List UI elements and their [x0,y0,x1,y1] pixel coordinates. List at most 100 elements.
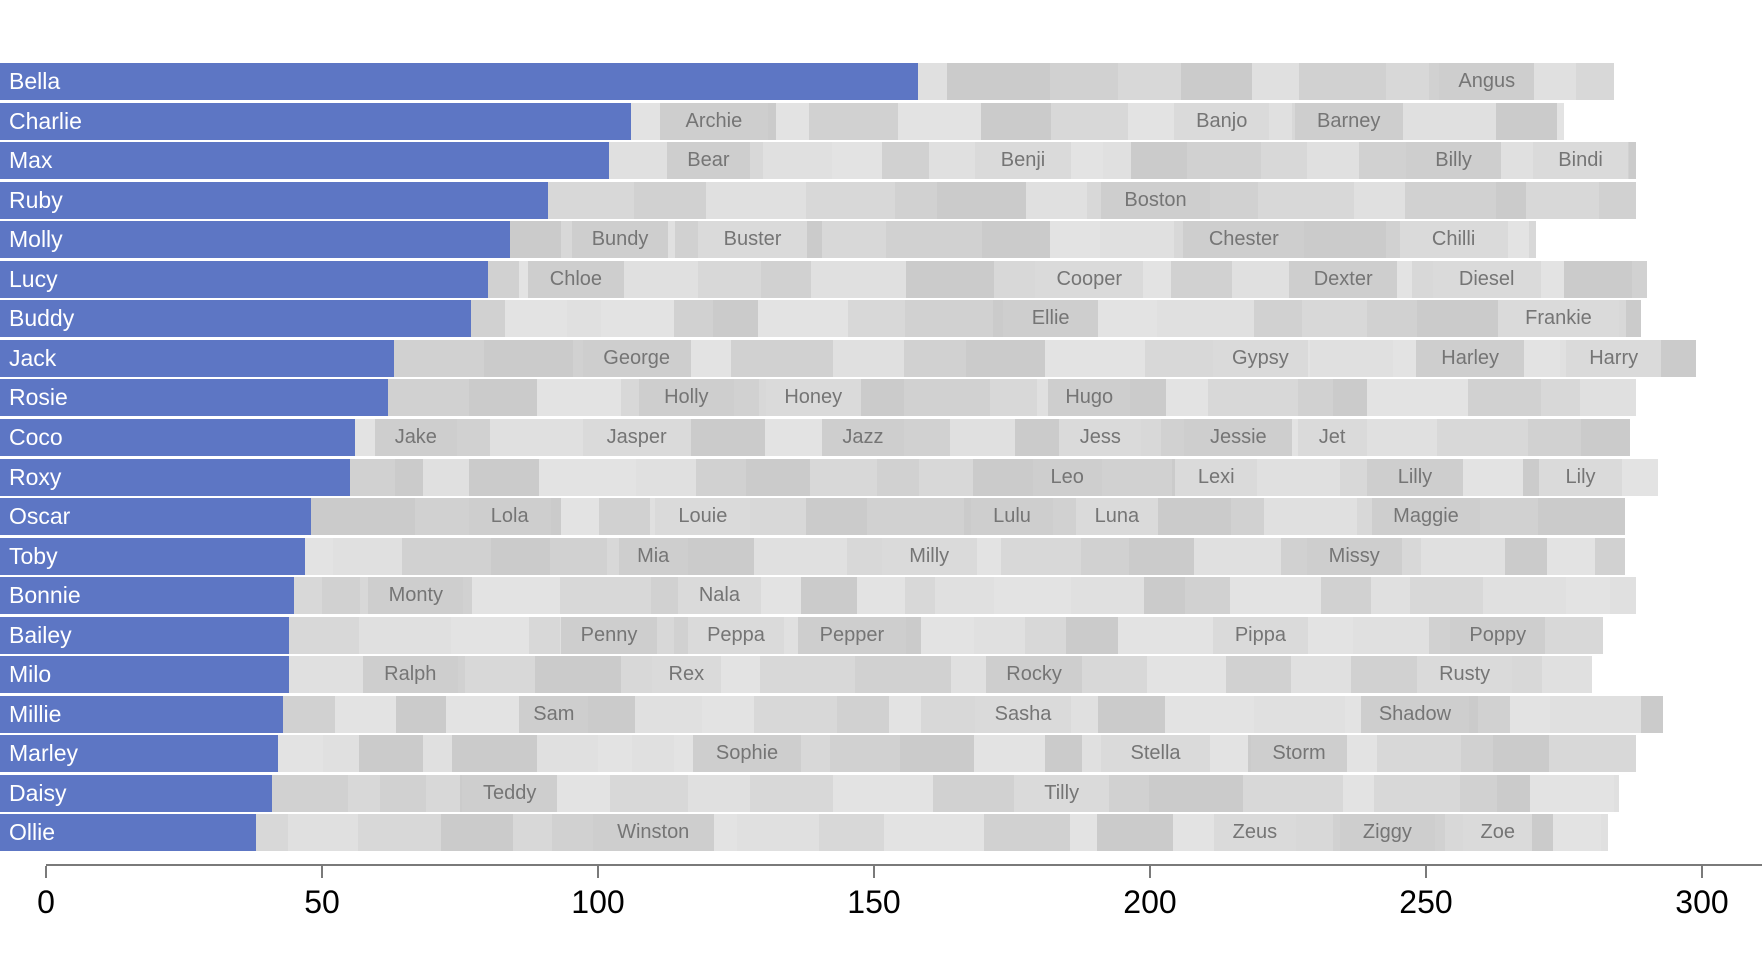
x-axis-tick [45,866,47,878]
x-axis-tick [1149,866,1151,878]
x-axis-tick-label: 150 [847,884,901,920]
segment-label: Cooper [1056,267,1123,290]
bar-name-label: Buddy [9,305,75,332]
packed-segment [1051,102,1129,140]
packed-segment [1632,260,1647,298]
packed-segment [1257,181,1355,219]
labeled-segment: Lily [1539,458,1622,496]
bar-row: Angus Bella [0,63,1614,100]
segment-label: Lola [490,505,529,528]
packed-segment [822,221,887,259]
packed-segment [830,735,901,773]
packed-segment [1342,774,1375,812]
packed-segment [1081,537,1130,575]
packed-segment [857,577,906,615]
packed-segment [806,181,896,219]
packed-segment [348,774,381,812]
packed-segment [310,498,416,536]
packed-segment [1231,260,1293,298]
labeled-segment: Pepper [797,616,906,654]
labeled-segment: Holly [638,379,734,417]
packed-segment [388,379,470,417]
packed-segment [882,142,930,180]
bar-name-label: Daisy [9,779,67,806]
packed-segment [983,814,1071,852]
packed-segment [1102,142,1132,180]
bar-name-label: Rosie [9,384,68,411]
packed-segment [702,695,755,733]
primary-bar: Daisy [0,774,273,812]
packed-segment [1306,142,1360,180]
primary-bar: Max [0,142,610,180]
labeled-segment: Ziggy [1339,814,1435,852]
packed-segment [1367,379,1469,417]
x-axis-tick-label: 0 [37,884,55,920]
primary-bar: Buddy [0,300,472,338]
packed-track [288,616,1603,654]
segment-label: Gypsy [1232,346,1289,369]
packed-segment [1613,774,1620,812]
packed-segment [1598,181,1636,219]
segment-label: Rusty [1439,663,1491,686]
packed-segment [1505,537,1548,575]
packed-segment [1301,300,1368,338]
packed-segment [904,379,991,417]
packed-segment [1374,774,1461,812]
packed-segment [632,735,675,773]
packed-segment [395,458,424,496]
packed-segment [1530,774,1615,812]
packed-segment [866,498,965,536]
segment-label: Tilly [1044,781,1080,804]
packed-segment [1625,300,1642,338]
packed-segment [484,339,574,377]
packed-segment [490,418,594,456]
packed-segment [905,260,995,298]
packed-track [631,102,1564,140]
packed-segment [1157,300,1255,338]
labeled-segment: Bindi [1532,142,1629,180]
labeled-segment: Barney [1294,102,1403,140]
packed-segment [1144,577,1186,615]
packed-segment [1565,577,1611,615]
bar-name-label: Bailey [9,621,72,648]
bar-row: Monty Nala Bonnie [0,577,1636,615]
labeled-segment: Chester [1183,221,1305,259]
packed-segment [750,774,834,812]
labeled-segment: Sasha [975,695,1071,733]
packed-segment [889,695,922,733]
packed-segment [1045,339,1146,377]
bar-name-label: Bonnie [9,582,81,609]
segment-label: Teddy [482,781,537,804]
packed-segment [471,300,506,338]
packed-segment [440,814,514,852]
packed-segment [1164,695,1255,733]
segment-label: Louie [678,505,728,528]
segment-label: Peppa [707,623,765,646]
segment-label: Harry [1589,346,1639,369]
packed-track [288,656,1592,694]
packed-segment [468,458,540,496]
x-axis-tick [873,866,875,878]
labeled-segment: Ellie [1003,300,1099,338]
segment-label: Bundy [591,228,649,251]
packed-segment [349,458,396,496]
segment-label: Harley [1441,346,1500,369]
packed-segment [491,537,551,575]
labeled-segment: Milly [881,537,977,575]
packed-segment [535,656,622,694]
packed-segment [920,616,975,654]
x-axis-tick-label: 50 [304,884,340,920]
labeled-segment: Archie [659,102,768,140]
bar-row: Teddy Tilly Daisy [0,774,1620,812]
packed-segment [1528,221,1537,259]
bar-row: Penny Peppa Pepper Pippa Poppy Bailey [0,616,1603,654]
packed-track [388,379,1636,417]
labeled-segment: Jess [1059,418,1142,456]
segment-label: Ellie [1031,307,1070,330]
packed-segment [1600,814,1609,852]
packed-segment [1376,735,1462,773]
primary-bar: Bailey [0,616,289,654]
packed-segment [1299,63,1387,100]
packed-segment [1529,63,1577,100]
segment-label: Poppy [1469,623,1527,646]
